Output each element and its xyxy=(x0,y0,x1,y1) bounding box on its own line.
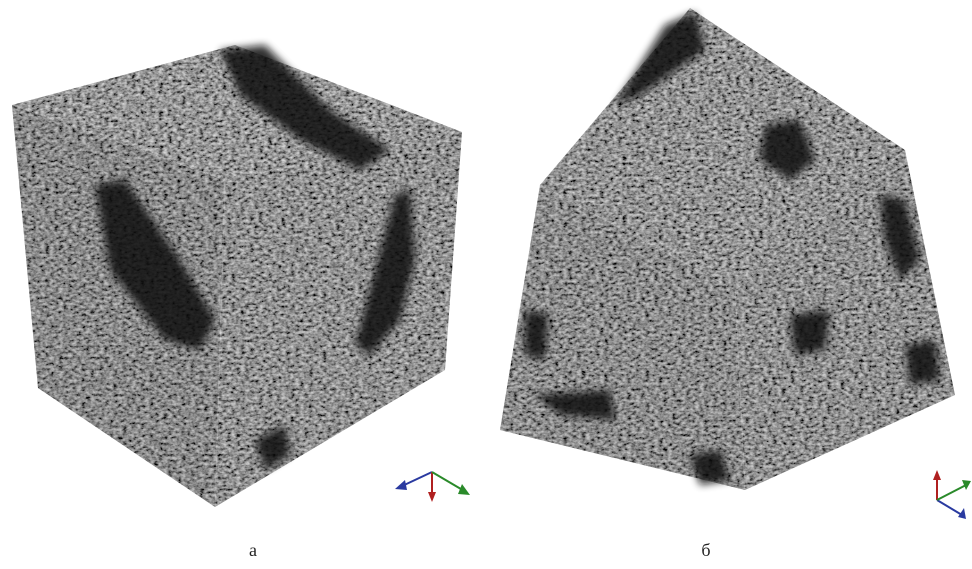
axis-triad xyxy=(933,470,971,519)
cube-face xyxy=(215,132,462,507)
cube-face xyxy=(12,105,225,507)
dark-regions xyxy=(525,12,940,485)
cube-a: а xyxy=(12,45,470,560)
dark-regions xyxy=(95,45,415,470)
axis-triad xyxy=(395,471,470,502)
cube-b: б xyxy=(500,8,971,560)
panel-label: а xyxy=(249,540,257,560)
cube-face xyxy=(540,8,905,290)
panel-label: б xyxy=(701,540,710,560)
